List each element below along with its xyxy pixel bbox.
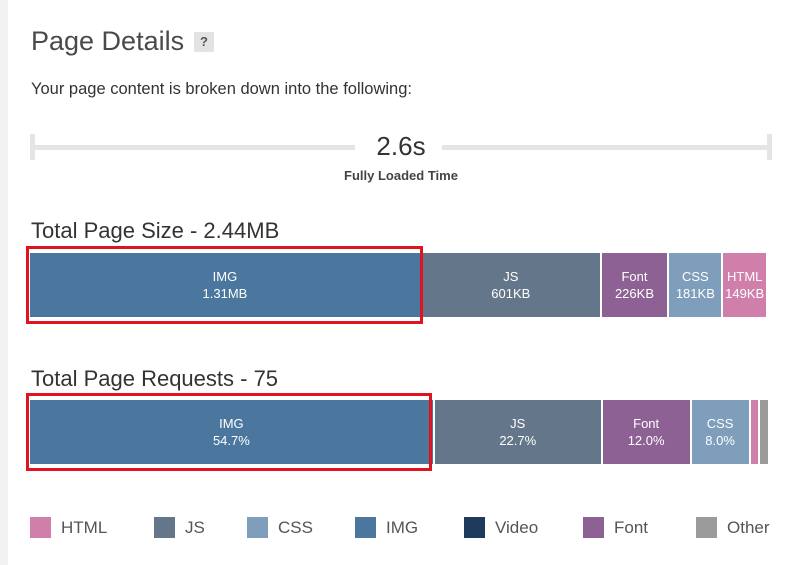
bar-segment-css[interactable]: CSS 181KB xyxy=(669,253,724,317)
timeline-end-cap xyxy=(767,134,772,160)
bar-segment-html[interactable] xyxy=(750,400,761,464)
legend-label: Font xyxy=(614,517,649,537)
segment-value-label: 54.7% xyxy=(212,433,250,448)
bar-segment-font[interactable]: Font 12.0% xyxy=(602,400,692,464)
segment-category-label: JS xyxy=(503,269,519,284)
page-title: Page Details xyxy=(31,26,185,56)
legend-swatch xyxy=(355,517,376,538)
legend-label: JS xyxy=(185,517,205,537)
bar-segment-js[interactable]: JS 22.7% xyxy=(434,400,603,464)
legend-item-css[interactable]: CSS xyxy=(247,517,313,538)
segment-value-label: 1.31MB xyxy=(202,286,248,301)
bar-segment-html[interactable]: HTML 149KB xyxy=(723,253,768,317)
segment-value-label: 181KB xyxy=(675,286,715,301)
timeline-line-left xyxy=(30,145,355,150)
legend-swatch xyxy=(30,517,51,538)
segment-value-label: 8.0% xyxy=(705,433,735,448)
legend-item-img[interactable]: IMG xyxy=(355,517,418,538)
bar-segment-img[interactable]: IMG 1.31MB xyxy=(30,253,422,317)
segment-category-label: HTML xyxy=(727,269,763,284)
page-size-title: Total Page Size - 2.44MB xyxy=(31,218,280,243)
legend-label: IMG xyxy=(386,517,419,537)
page-size-bar: IMG 1.31MB JS 601KB Font 226KB CSS 181KB HTML 149… xyxy=(30,253,770,317)
page-subtitle: Your page content is broken down into th… xyxy=(31,80,412,98)
bar-segment-other[interactable] xyxy=(767,253,770,317)
bar-segment-js[interactable]: JS 601KB xyxy=(421,253,602,317)
segment-category-label: Font xyxy=(633,416,660,431)
legend: HTML JS CSS IMG Video Font Other xyxy=(30,517,780,541)
segment-category-label: IMG xyxy=(212,269,238,284)
segment-value-label: 601KB xyxy=(491,286,531,301)
legend-item-video[interactable]: Video xyxy=(464,517,538,538)
segment-value-label: 22.7% xyxy=(499,433,537,448)
segment-category-label: CSS xyxy=(681,269,709,284)
segment-category-label: CSS xyxy=(706,416,734,431)
loaded-time-timeline: 2.6s xyxy=(30,131,772,163)
loaded-time-value: 2.6s xyxy=(376,131,426,161)
segment-value-label: 149KB xyxy=(725,286,765,301)
segment-value-label: 12.0% xyxy=(627,433,665,448)
bar-segment-css[interactable]: CSS 8.0% xyxy=(691,400,751,464)
segment-category-label: Font xyxy=(621,269,648,284)
legend-swatch xyxy=(154,517,175,538)
legend-swatch xyxy=(696,517,717,538)
legend-label: Other xyxy=(727,517,770,537)
timeline-line-right xyxy=(442,145,772,150)
bar-segment-font[interactable]: Font 226KB xyxy=(601,253,670,317)
legend-item-js[interactable]: JS xyxy=(154,517,205,538)
panel-edge xyxy=(0,0,8,565)
segment-category-label: JS xyxy=(510,416,526,431)
legend-item-font[interactable]: Font xyxy=(583,517,648,538)
segment-value-label: 226KB xyxy=(614,286,654,301)
legend-label: CSS xyxy=(278,517,313,537)
legend-label: Video xyxy=(495,517,539,537)
img-size-highlight xyxy=(26,246,423,324)
legend-item-other[interactable]: Other xyxy=(696,517,770,538)
legend-swatch xyxy=(247,517,268,538)
bar-segment-img[interactable]: IMG 54.7% xyxy=(30,400,435,464)
legend-label: HTML xyxy=(61,517,108,537)
page-requests-title: Total Page Requests - 75 xyxy=(31,366,279,391)
legend-swatch xyxy=(583,517,604,538)
segment-category-label: IMG xyxy=(219,416,244,431)
page-requests-bar: IMG 54.7% JS 22.7% Font 12.0% CSS 8.0% xyxy=(30,400,770,464)
help-button[interactable]: ? xyxy=(194,32,214,52)
bar-segment-other[interactable] xyxy=(760,400,770,464)
loaded-time-label: Fully Loaded Time xyxy=(344,168,458,183)
legend-swatch xyxy=(464,517,485,538)
legend-item-html[interactable]: HTML xyxy=(30,517,107,538)
img-requests-highlight xyxy=(26,393,432,471)
